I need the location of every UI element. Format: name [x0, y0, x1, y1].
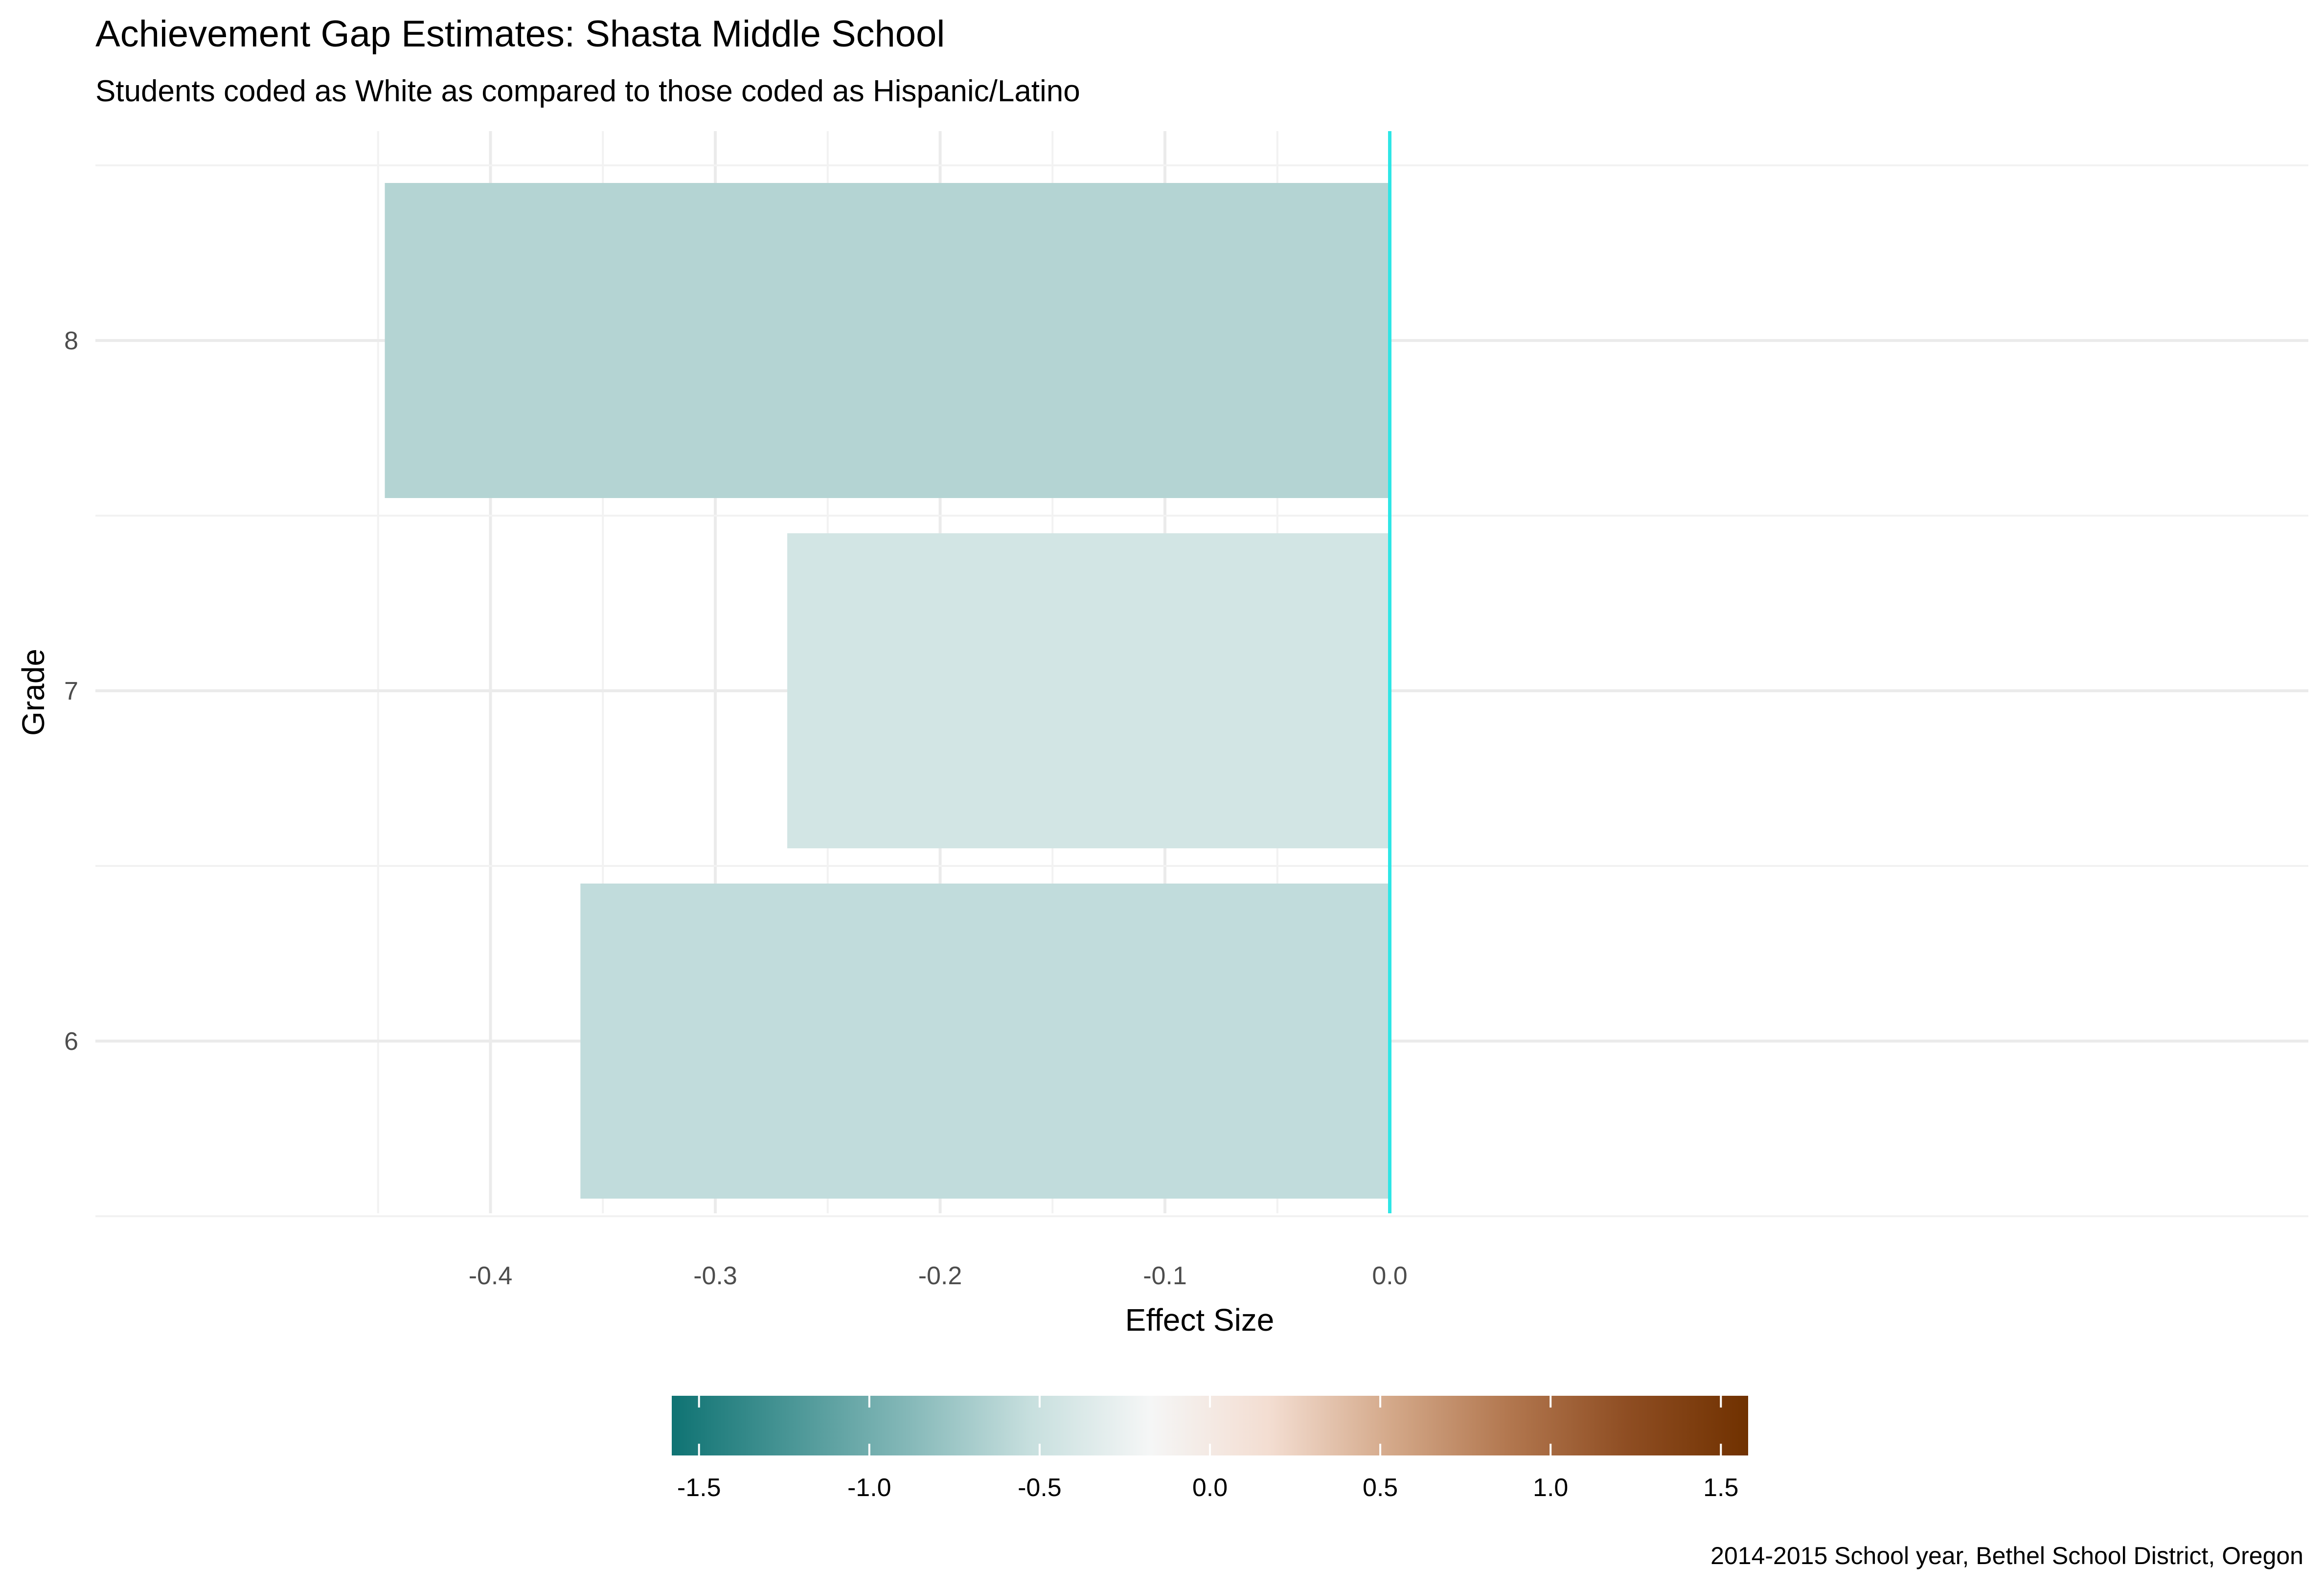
chart-caption: 2014-2015 School year, Bethel School Dis… — [1710, 1542, 2303, 1569]
colorbar-tick-label: 1.0 — [1533, 1474, 1568, 1502]
colorbar-legend: -1.5 -1.0 -0.5 0.0 0.5 1.0 1.5 — [672, 1396, 1748, 1502]
bar-grade-6 — [580, 884, 1390, 1199]
bar-grade-8 — [385, 183, 1390, 498]
x-tick-label: -0.4 — [469, 1262, 513, 1290]
bar-grade-7 — [787, 533, 1390, 848]
chart-subtitle: Students coded as White as compared to t… — [95, 74, 1080, 108]
colorbar-tick-label: 1.5 — [1703, 1474, 1738, 1502]
x-tick-label: -0.2 — [918, 1262, 962, 1290]
x-tick-label: -0.1 — [1143, 1262, 1187, 1290]
y-tick-label: 8 — [64, 327, 78, 355]
bars — [385, 183, 1390, 1199]
colorbar-tick-label: -0.5 — [1018, 1474, 1062, 1502]
y-axis-title: Grade — [16, 649, 51, 736]
x-tick-label: 0.0 — [1372, 1262, 1407, 1290]
x-axis-ticks: -0.4 -0.3 -0.2 -0.1 0.0 — [469, 1262, 1408, 1290]
colorbar-tick-label: -1.0 — [847, 1474, 891, 1502]
colorbar-tick-label: 0.5 — [1363, 1474, 1398, 1502]
colorbar-tick-label: -1.5 — [677, 1474, 721, 1502]
x-tick-label: -0.3 — [693, 1262, 737, 1290]
chart-title: Achievement Gap Estimates: Shasta Middle… — [95, 13, 945, 55]
y-axis-ticks: 6 7 8 — [64, 327, 78, 1056]
y-tick-label: 6 — [64, 1027, 78, 1056]
colorbar-tick-label: 0.0 — [1192, 1474, 1228, 1502]
y-tick-label: 7 — [64, 677, 78, 705]
x-axis-title: Effect Size — [1125, 1302, 1275, 1338]
